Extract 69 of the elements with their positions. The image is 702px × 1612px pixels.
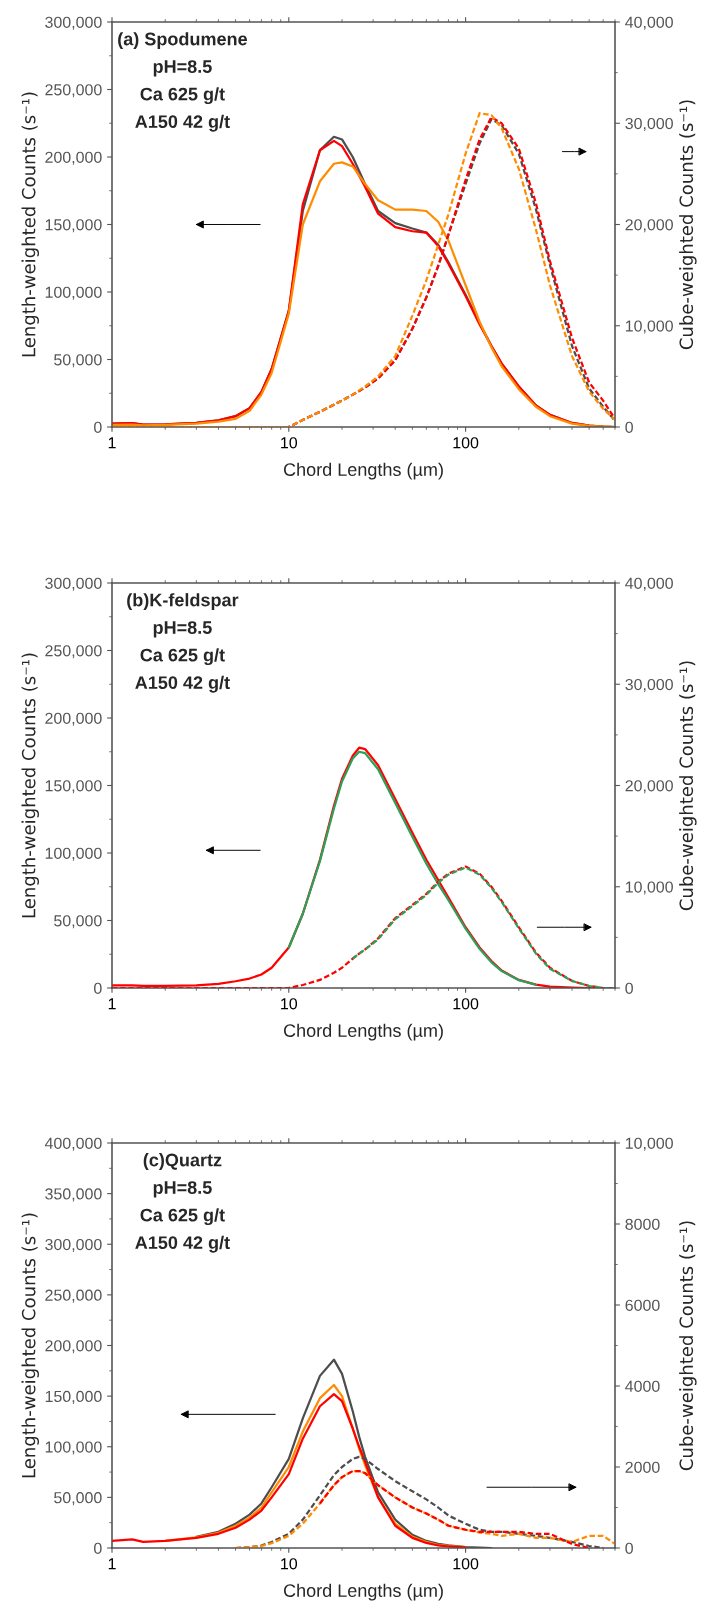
y-tick-label: 250,000 <box>45 1289 102 1303</box>
y2-axis-title: Cube-weighted Counts (s⁻¹) <box>679 661 697 911</box>
annotation: (a) Spodumene <box>118 32 248 49</box>
y-tick-label: 200,000 <box>45 151 102 165</box>
x-tick-label: 10 <box>281 1558 298 1570</box>
y-tick-label: 200,000 <box>45 712 102 726</box>
y2-tick-label: 6000 <box>625 1299 660 1311</box>
x-tick-label: 100 <box>453 998 479 1010</box>
annotation: A150 42 g/t <box>135 675 230 693</box>
x-axis-title: Chord Lengths (µm) <box>283 1023 443 1041</box>
y2-tick-label: 10,000 <box>625 1137 673 1151</box>
x-tick-label: 1 <box>108 998 116 1010</box>
annotation: pH=8.5 <box>153 60 212 77</box>
annotation: Ca 625 g/t <box>140 648 225 666</box>
y2-tick-label: 30,000 <box>625 678 673 693</box>
y2-tick-label: 0 <box>625 982 633 994</box>
y-tick-label: 0 <box>94 1542 102 1554</box>
x-axis-title: Chord Lengths (µm) <box>283 462 443 480</box>
y-tick-label: 300,000 <box>45 16 102 30</box>
y-tick-label: 200,000 <box>45 1340 102 1354</box>
y2-tick-label: 4000 <box>625 1380 660 1392</box>
y-tick-label: 150,000 <box>45 219 102 233</box>
y-tick-label: 300,000 <box>45 577 102 591</box>
y-tick-label: 300,000 <box>45 1238 102 1253</box>
y2-axis-title: Cube-weighted Counts (s⁻¹) <box>679 100 697 350</box>
y2-tick-label: 0 <box>625 1542 633 1554</box>
y2-tick-label: 40,000 <box>625 577 673 591</box>
annotation: (b)K-feldspar <box>127 593 239 610</box>
y-tick-label: 50,000 <box>54 1492 102 1506</box>
annotation: A150 42 g/t <box>135 114 230 132</box>
x-tick-label: 1 <box>108 1558 116 1570</box>
y2-axis-title: Cube-weighted Counts (s⁻¹) <box>679 1221 697 1471</box>
y-axis-title: Length-weighted Counts (s⁻¹) <box>21 92 39 357</box>
y-tick-label: 100,000 <box>45 286 102 300</box>
y2-tick-label: 40,000 <box>625 16 673 30</box>
y2-tick-label: 8000 <box>625 1218 660 1230</box>
x-tick-label: 100 <box>453 1558 479 1570</box>
y-axis-title: Length-weighted Counts (s⁻¹) <box>21 653 39 918</box>
x-axis-title: Chord Lengths (µm) <box>283 1583 443 1601</box>
y-tick-label: 150,000 <box>45 780 102 794</box>
annotation: Ca 625 g/t <box>140 1208 225 1226</box>
x-tick-label: 1 <box>108 437 116 449</box>
y2-tick-label: 30,000 <box>625 117 673 132</box>
y-tick-label: 100,000 <box>45 847 102 861</box>
y2-tick-label: 10,000 <box>625 320 673 334</box>
y-tick-label: 250,000 <box>45 84 102 98</box>
y-tick-label: 100,000 <box>45 1441 102 1455</box>
y-tick-label: 0 <box>94 982 102 994</box>
x-tick-label: 10 <box>281 998 298 1010</box>
y-tick-label: 0 <box>94 421 102 433</box>
y-tick-label: 250,000 <box>45 645 102 659</box>
annotation: pH=8.5 <box>153 1181 212 1198</box>
y-axis-title: Length-weighted Counts (s⁻¹) <box>21 1213 39 1478</box>
y-tick-label: 50,000 <box>54 354 102 368</box>
y2-tick-label: 2000 <box>625 1461 660 1473</box>
annotation: A150 42 g/t <box>135 1235 230 1253</box>
y-tick-label: 400,000 <box>44 1137 102 1151</box>
annotation: pH=8.5 <box>153 621 212 638</box>
y2-tick-label: 0 <box>625 421 633 433</box>
x-tick-label: 10 <box>281 437 298 449</box>
y2-tick-label: 10,000 <box>625 881 673 895</box>
x-tick-label: 100 <box>453 437 479 449</box>
y-tick-label: 150,000 <box>45 1390 102 1404</box>
y-tick-label: 350,000 <box>45 1188 102 1202</box>
y-tick-label: 50,000 <box>54 915 102 929</box>
y2-tick-label: 20,000 <box>625 780 673 794</box>
y2-tick-label: 20,000 <box>625 219 673 233</box>
annotation: Ca 625 g/t <box>140 87 225 105</box>
annotation: (c)Quartz <box>143 1153 222 1170</box>
